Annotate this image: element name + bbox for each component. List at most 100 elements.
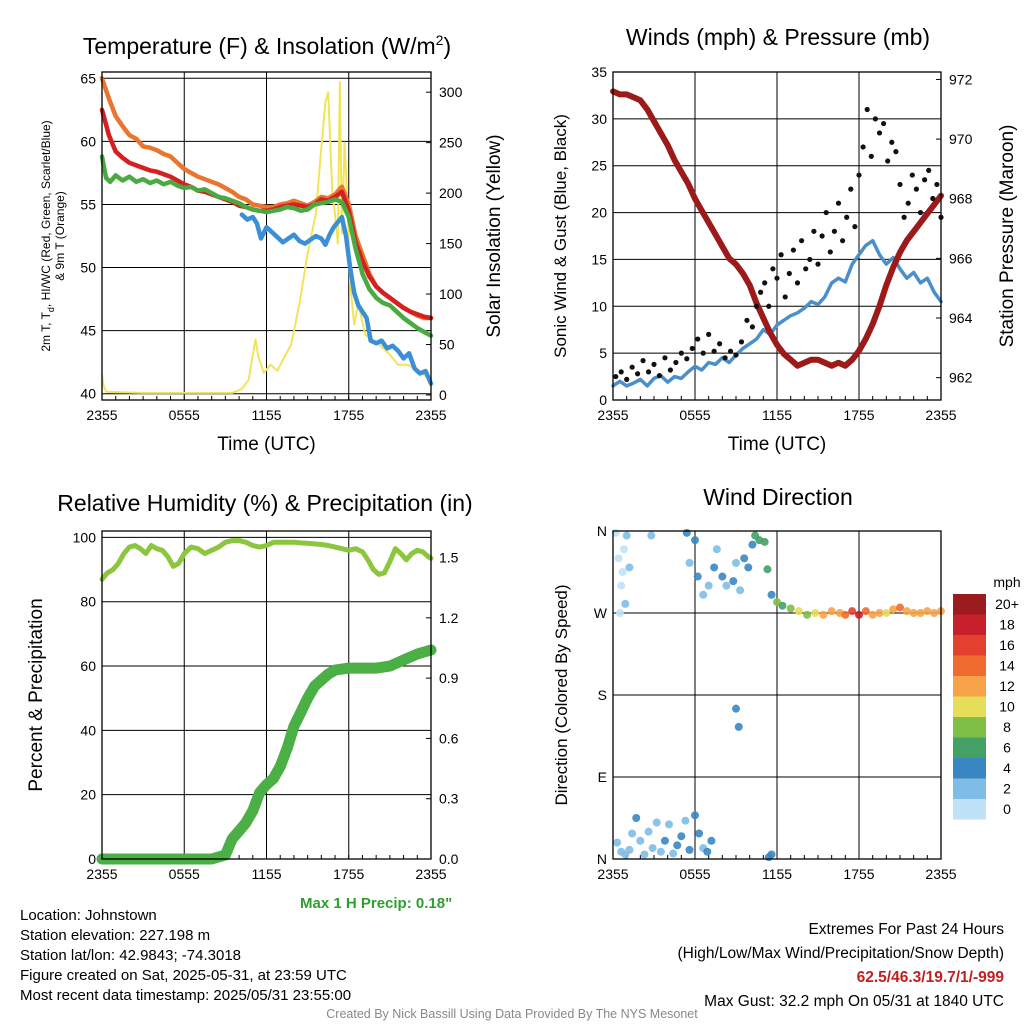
- y-axis-label: Sonic Wind & Gust (Blue, Black): [551, 114, 570, 358]
- gust-point: [758, 289, 764, 295]
- y2-axis-label: Station Pressure (Maroon): [997, 125, 1018, 348]
- extremes-values: 62.5/46.3/19.7/1/-999: [856, 969, 1004, 986]
- y2-tick-label: 970: [949, 131, 973, 147]
- y-tick-label: 30: [591, 111, 607, 127]
- direction-point: [636, 836, 645, 845]
- direction-point: [819, 610, 828, 619]
- gust-point: [717, 341, 723, 347]
- gust-point: [864, 106, 870, 113]
- direction-point: [794, 607, 803, 616]
- y-label-part: 2m T, T: [39, 311, 53, 351]
- gust-point: [786, 270, 792, 277]
- direction-point: [875, 609, 884, 617]
- gust-point: [656, 373, 663, 379]
- direction-point: [841, 610, 850, 619]
- gust-point: [711, 348, 717, 354]
- direction-point: [710, 563, 719, 572]
- colorbar-swatch: [953, 696, 986, 717]
- direction-point: [615, 609, 624, 617]
- colorbar-label: 10: [999, 699, 1015, 715]
- direction-point: [718, 572, 727, 581]
- gust-point: [673, 359, 679, 366]
- colorbar-swatch: [953, 676, 986, 697]
- x-tick-label: 0555: [169, 407, 200, 423]
- gust-point: [613, 373, 619, 380]
- direction-point: [778, 601, 787, 610]
- direction-point: [647, 531, 656, 540]
- y-label-part: , HI/WC (Red, Green, Scarlet/Blue): [39, 120, 53, 307]
- temp-series-line-4: [99, 154, 434, 338]
- colorbar-swatch: [953, 799, 986, 820]
- extremes-subtitle: (High/Low/Max Wind/Precipitation/Snow De…: [677, 945, 1005, 962]
- gust-point: [624, 376, 630, 382]
- gust-point: [913, 186, 920, 192]
- gust-point: [917, 209, 924, 216]
- colorbar-label: 4: [1003, 760, 1011, 776]
- colorbar-swatch: [953, 635, 986, 656]
- y-tick-label: 0: [599, 392, 607, 408]
- y2-tick-label: 966: [949, 250, 973, 266]
- credit-line: Created By Nick Bassill Using Data Provi…: [326, 1007, 698, 1021]
- direction-point: [628, 829, 637, 838]
- x-axis-label: Time (UTC): [217, 434, 316, 455]
- y2-tick-label: 250: [439, 135, 463, 151]
- direction-point: [882, 609, 891, 617]
- gust-point: [799, 238, 805, 244]
- direction-point: [767, 590, 776, 599]
- y2-tick-label: 0: [439, 387, 447, 403]
- gust-point: [722, 355, 728, 361]
- direction-point: [619, 545, 628, 554]
- x-tick-label: 1155: [762, 866, 792, 882]
- x-tick-label: 1155: [762, 407, 792, 423]
- gust-point: [840, 238, 846, 244]
- gust-point: [803, 266, 809, 272]
- y-tick-label: 80: [80, 594, 96, 610]
- direction-point: [677, 832, 686, 841]
- direction-point: [685, 845, 694, 854]
- gust-point: [706, 331, 712, 337]
- rh-series-line-1: [96, 644, 437, 865]
- direction-point: [916, 609, 925, 617]
- x-tick-label: 2355: [925, 407, 956, 423]
- direction-point: [618, 568, 627, 576]
- gust-point: [807, 256, 813, 263]
- gust-point: [749, 324, 756, 330]
- x-tick-label: 0555: [679, 866, 710, 882]
- x-axis-label: Time (UTC): [728, 434, 827, 455]
- direction-point: [729, 577, 738, 586]
- gust-point: [831, 228, 838, 234]
- x-tick-label: 2355: [86, 407, 117, 423]
- gust-point: [727, 348, 734, 354]
- direction-point: [704, 581, 713, 590]
- winds-pressure-panel: 2355 0555 1155 1755 235505101520253035962964…: [551, 24, 1018, 455]
- direction-point: [748, 540, 757, 549]
- direction-point: [625, 845, 634, 854]
- gust-point: [770, 266, 776, 272]
- direction-point: [695, 829, 704, 838]
- gust-point: [934, 181, 940, 188]
- direction-point: [803, 610, 812, 619]
- y2-tick-label: 0.3: [439, 791, 459, 807]
- colorbar-label: 12: [999, 678, 1015, 694]
- x-tick-label: 2355: [597, 866, 628, 882]
- elevation-label: Station elevation: 227.198 m: [20, 927, 211, 944]
- colorbar-swatch: [953, 717, 986, 738]
- gust-point: [815, 261, 821, 267]
- panel-title: Wind Direction: [703, 484, 853, 510]
- direction-point: [613, 838, 622, 847]
- direction-point: [827, 607, 836, 616]
- direction-point: [889, 605, 898, 614]
- y-axis-label: Percent & Precipitation: [26, 598, 47, 791]
- y-tick-label: 45: [80, 323, 96, 339]
- gust-point: [930, 195, 936, 202]
- gust-point: [662, 355, 668, 361]
- gust-point: [684, 356, 690, 362]
- gust-point: [885, 158, 891, 164]
- y-tick-label: 10: [591, 298, 607, 314]
- y2-tick-label: 964: [949, 310, 973, 326]
- colorbar-swatch: [953, 758, 986, 779]
- gust-point: [823, 209, 829, 216]
- y2-tick-label: 300: [439, 84, 463, 100]
- plot-frame: [101, 71, 432, 401]
- direction-point: [665, 820, 674, 829]
